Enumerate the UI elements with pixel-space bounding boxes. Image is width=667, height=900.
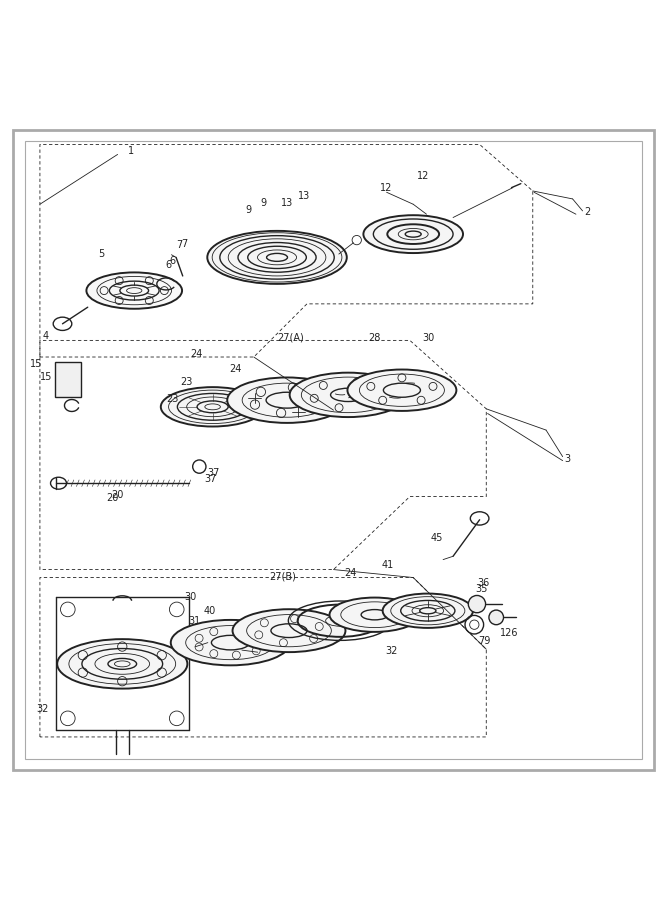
Ellipse shape [87, 273, 182, 309]
Ellipse shape [161, 387, 264, 427]
Text: 35: 35 [476, 584, 488, 595]
Ellipse shape [57, 639, 187, 688]
Text: 23: 23 [167, 394, 179, 404]
Text: 126: 126 [500, 628, 519, 638]
Text: 12: 12 [380, 183, 393, 193]
Text: 15: 15 [41, 372, 53, 382]
Ellipse shape [227, 377, 347, 423]
Text: 24: 24 [229, 364, 241, 374]
Circle shape [468, 596, 486, 613]
Text: 32: 32 [386, 645, 398, 655]
Text: 2: 2 [584, 207, 591, 217]
Text: 37: 37 [207, 468, 220, 478]
Text: 3: 3 [565, 454, 571, 464]
Text: 30: 30 [185, 592, 197, 602]
Text: 4: 4 [43, 331, 49, 341]
Text: 24: 24 [190, 348, 202, 359]
Ellipse shape [364, 215, 463, 253]
Text: 40: 40 [203, 606, 215, 616]
Ellipse shape [289, 373, 407, 417]
Ellipse shape [348, 370, 456, 411]
Text: 41: 41 [382, 560, 394, 570]
Text: 20: 20 [111, 491, 124, 500]
Text: 12: 12 [417, 171, 430, 181]
Text: 31: 31 [189, 616, 201, 625]
Text: 15: 15 [30, 359, 43, 369]
Text: 79: 79 [478, 635, 490, 645]
Text: 1: 1 [128, 146, 134, 156]
Ellipse shape [171, 620, 290, 665]
Text: 27(B): 27(B) [269, 572, 295, 581]
Text: 24: 24 [344, 568, 356, 578]
Text: 45: 45 [430, 533, 443, 543]
Text: 7: 7 [176, 240, 183, 250]
Text: 13: 13 [281, 198, 293, 208]
Text: 6: 6 [169, 256, 176, 266]
Text: 7: 7 [181, 239, 187, 249]
Text: 32: 32 [37, 704, 49, 714]
Ellipse shape [329, 598, 420, 632]
Ellipse shape [207, 231, 347, 284]
Ellipse shape [233, 609, 346, 652]
Text: 6: 6 [165, 260, 172, 270]
Text: 36: 36 [478, 578, 490, 588]
Text: 37: 37 [204, 474, 217, 484]
Text: 9: 9 [261, 198, 267, 208]
Text: 28: 28 [368, 333, 381, 344]
Text: 13: 13 [297, 192, 309, 202]
Ellipse shape [383, 594, 473, 628]
Text: 23: 23 [180, 377, 192, 387]
Text: 20: 20 [106, 493, 119, 503]
Text: 9: 9 [245, 204, 251, 214]
Circle shape [489, 610, 504, 625]
Text: 5: 5 [98, 249, 104, 259]
Bar [55, 363, 81, 397]
Text: 30: 30 [422, 333, 435, 344]
Text: 27(A): 27(A) [277, 332, 303, 342]
